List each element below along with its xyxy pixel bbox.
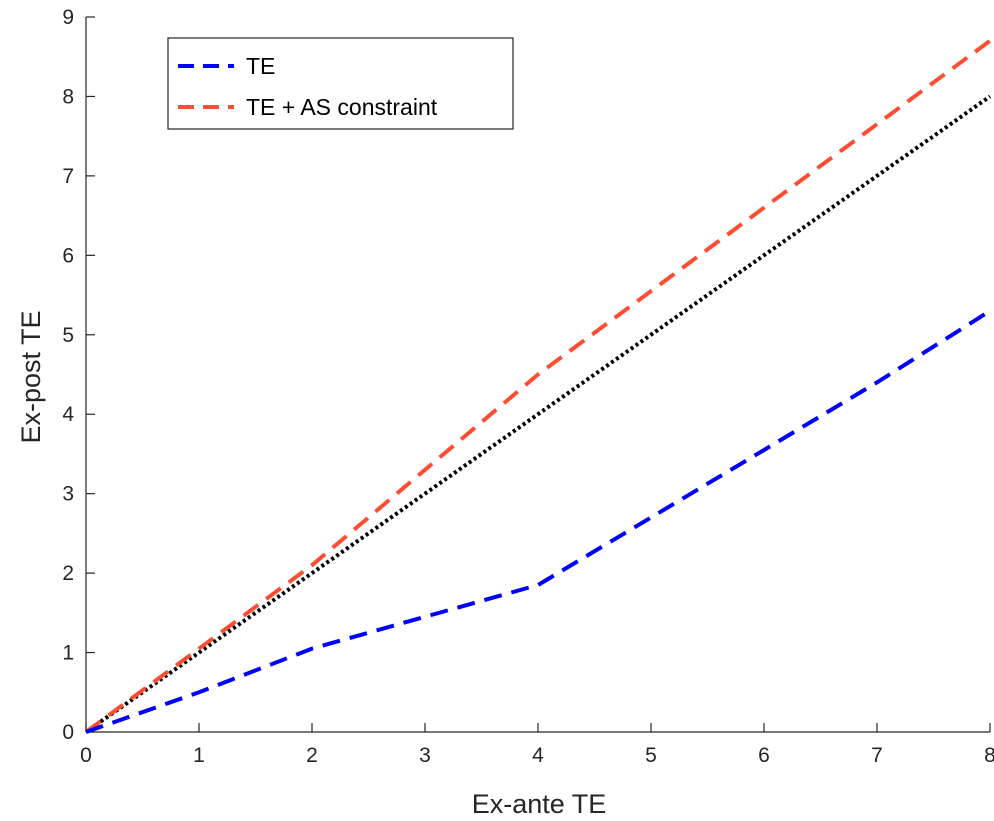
y-tick-label: 3	[62, 483, 74, 506]
y-tick-label: 4	[62, 403, 74, 426]
y-tick-label: 5	[62, 324, 74, 347]
y-tick-label: 2	[62, 562, 74, 585]
x-axis-title: Ex-ante TE	[472, 789, 607, 819]
series-layer	[84, 39, 992, 734]
x-tick-label: 8	[984, 744, 994, 767]
x-tick-label: 5	[645, 744, 657, 767]
x-tick-label: 7	[871, 744, 883, 767]
x-tick-label: 1	[193, 744, 205, 767]
x-tick-label: 6	[758, 744, 770, 767]
x-tick-label: 0	[80, 744, 92, 767]
x-tick-label: 2	[306, 744, 318, 767]
y-tick-label: 0	[62, 721, 74, 744]
y-tick-label: 6	[62, 244, 74, 267]
x-tick-label: 3	[419, 744, 431, 767]
y-tick-label: 9	[62, 6, 74, 29]
y-tick-label: 1	[62, 642, 74, 665]
legend: TE TE + AS constraint	[167, 37, 514, 130]
y-axis-title: Ex-post TE	[16, 310, 46, 443]
y-tick-label: 7	[62, 165, 74, 188]
y-tick-label: 8	[62, 85, 74, 108]
series-line-te	[85, 309, 992, 734]
legend-label-te-as-constraint: TE + AS constraint	[246, 94, 438, 120]
legend-label-te: TE	[246, 53, 275, 79]
x-tick-label: 4	[532, 744, 544, 767]
legend-box	[167, 37, 514, 130]
axes: 0 1 2 3 4 5 6 7 8 0 1 2 3 4 5 6 7 8 9	[62, 6, 994, 767]
series-line-identity-reference	[84, 94, 992, 734]
series-line-te-as-constraint	[84, 39, 992, 734]
